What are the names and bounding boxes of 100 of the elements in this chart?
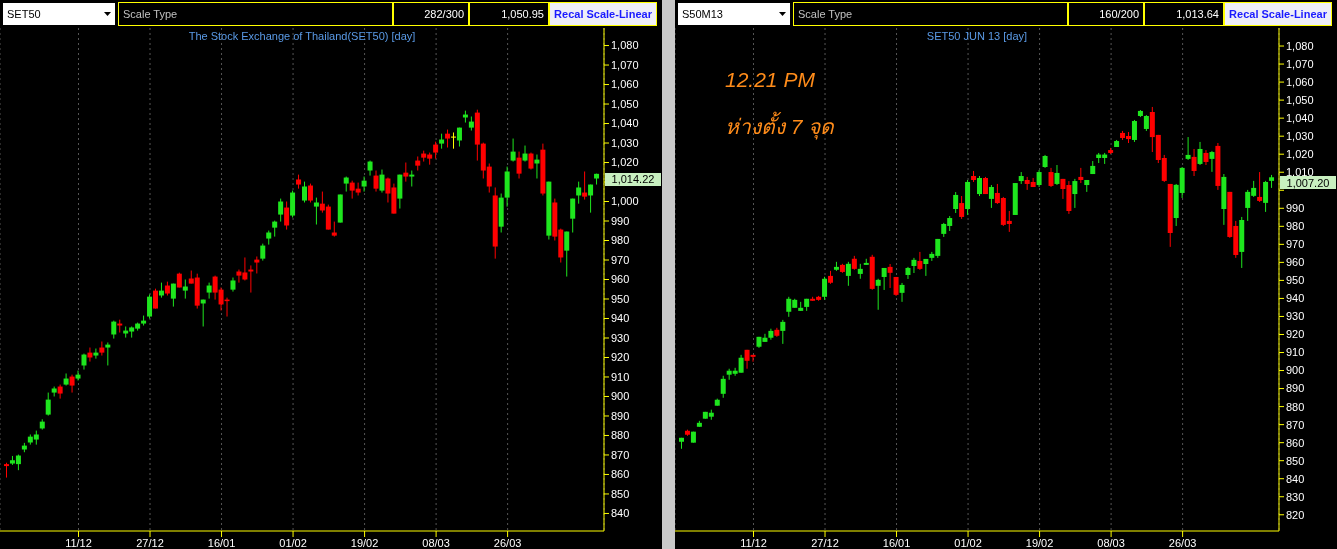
candlestick <box>373 170 379 193</box>
y-tick-label: 890 <box>1286 382 1305 395</box>
annotation: 12.21 PM <box>725 68 815 92</box>
candlestick <box>182 279 188 300</box>
candlestick <box>1048 167 1054 188</box>
x-tick-label: 11/12 <box>740 536 767 549</box>
y-tick-label: 900 <box>611 390 630 403</box>
y-tick-label: 1,030 <box>611 136 639 149</box>
x-tick-label: 08/03 <box>422 536 450 549</box>
candlestick <box>45 392 51 417</box>
y-tick-label: 950 <box>1286 274 1305 287</box>
y-tick-label: 960 <box>611 273 630 286</box>
text: S50M13 <box>682 8 723 20</box>
chart-title: The Stock Exchange of Thailand(SET50) [day] <box>187 30 417 42</box>
candlestick <box>278 198 284 223</box>
candlestick <box>917 251 923 271</box>
candlestick <box>451 132 456 150</box>
candlestick <box>564 231 570 278</box>
y-tick-label: 990 <box>611 214 630 227</box>
y-tick-label: 840 <box>611 507 630 520</box>
candlestick <box>75 370 81 381</box>
candlestick <box>1185 136 1191 161</box>
candlestick <box>1131 119 1137 143</box>
y-tick-label: 860 <box>611 468 630 481</box>
candlestick <box>397 174 403 210</box>
x-tick-label: 16/01 <box>207 536 236 549</box>
candlestick <box>510 138 516 163</box>
y-tick-label: 1,010 <box>1286 166 1314 179</box>
y-tick-label: 910 <box>611 370 630 383</box>
y-tick-label: 1,050 <box>1286 94 1314 107</box>
y-tick-label: 910 <box>1286 346 1305 359</box>
candlestick <box>911 257 917 274</box>
x-tick-label: 27/12 <box>811 536 839 549</box>
candlestick <box>307 183 313 203</box>
x-tick-label: 19/02 <box>350 536 379 549</box>
x-tick-label: 01/02 <box>279 536 307 549</box>
x-tick-label: 16/01 <box>882 536 911 549</box>
y-tick-label: 930 <box>1286 310 1305 323</box>
candlestick <box>1072 178 1078 209</box>
y-tick-label: 880 <box>1286 400 1305 413</box>
candlestick <box>1197 141 1203 166</box>
y-tick-label: 990 <box>1286 202 1305 215</box>
candlestick <box>923 258 929 277</box>
y-tick-label: 1,020 <box>611 156 639 169</box>
candlestick <box>379 169 385 194</box>
x-tick-label: 08/03 <box>1097 536 1125 549</box>
candlestick <box>720 375 726 399</box>
y-tick-label: 970 <box>1286 238 1305 251</box>
candlestick <box>1257 171 1263 203</box>
y-tick-label: 920 <box>611 351 630 364</box>
y-tick-label: 850 <box>611 487 630 500</box>
y-tick-label: 980 <box>1286 220 1305 233</box>
candlestick <box>361 176 367 193</box>
candlestick <box>522 145 528 163</box>
candlestick <box>953 191 959 214</box>
y-tick-label: 850 <box>1286 454 1305 467</box>
y-tick-label: 1,060 <box>1286 75 1314 88</box>
candlestick <box>1209 150 1215 173</box>
y-tick-label: 980 <box>611 234 630 247</box>
x-tick-label: 27/12 <box>136 536 164 549</box>
candlestick <box>302 181 307 203</box>
candlestick <box>887 263 893 289</box>
text: Scale Type <box>793 2 1068 26</box>
text: 1,014.22 <box>605 172 661 186</box>
candlestick <box>284 201 290 231</box>
y-tick-label: 830 <box>1286 490 1305 503</box>
text: 160/200 <box>1068 2 1144 26</box>
candlestick <box>959 195 965 220</box>
y-tick-label: 1,040 <box>611 117 639 130</box>
y-tick-label: 920 <box>1286 328 1305 341</box>
candlestick <box>516 151 522 180</box>
candlestick <box>93 348 99 360</box>
text: Recal Scale-Linear <box>549 2 657 26</box>
candlestick <box>1191 148 1197 177</box>
candlestick <box>313 197 319 226</box>
y-tick-label: 960 <box>1286 256 1305 269</box>
candlestick <box>248 264 254 294</box>
candlestick <box>875 278 881 311</box>
text: 282/300 <box>393 2 469 26</box>
text: Recal Scale-Linear <box>1224 2 1332 26</box>
text: Scale Type <box>118 2 393 26</box>
candlestick <box>57 384 63 400</box>
y-tick-label: 1,050 <box>611 97 639 110</box>
y-tick-label: 900 <box>1286 364 1305 377</box>
x-tick-label: 11/12 <box>65 536 92 549</box>
y-tick-label: 1,080 <box>611 39 639 52</box>
candlestick <box>99 341 105 357</box>
candlestick <box>403 162 409 183</box>
y-tick-label: 870 <box>1286 418 1305 431</box>
y-tick-label: 1,070 <box>611 58 639 71</box>
y-tick-label: 1,080 <box>1286 39 1314 52</box>
candlestick <box>822 276 828 301</box>
candlestick <box>570 198 576 234</box>
text: 1,013.64 <box>1144 2 1224 26</box>
y-tick-label: 870 <box>611 448 630 461</box>
x-tick-label: 26/03 <box>493 536 522 549</box>
y-tick-label: 1,070 <box>1286 57 1314 70</box>
y-tick-label: 940 <box>1286 292 1305 305</box>
y-tick-label: 1,030 <box>1286 130 1314 143</box>
candlestick <box>1263 180 1269 213</box>
